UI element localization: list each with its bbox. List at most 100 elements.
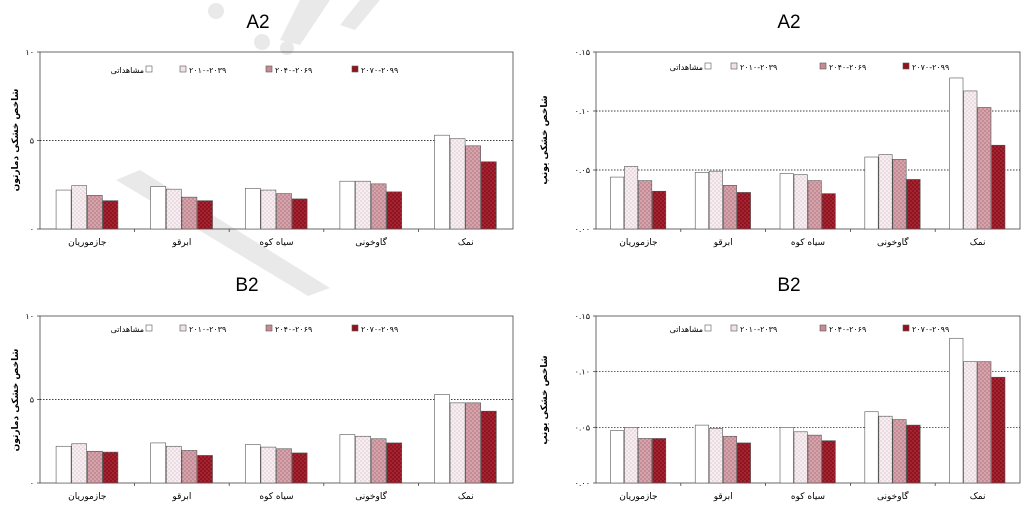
- bar-3-1: [87, 450, 103, 484]
- bar-2-4: [355, 180, 371, 230]
- bar-3-1: [638, 438, 653, 484]
- legend-swatch: [179, 65, 187, 73]
- bar-4-5: [481, 161, 497, 230]
- bar-4-2: [197, 455, 213, 484]
- bar-3-3: [807, 180, 822, 230]
- bar-1-2: [694, 424, 709, 484]
- legend-label: ۲۰۴۰-۲۰۶۹: [829, 325, 866, 334]
- x-tick-label: ابرقو: [171, 238, 191, 248]
- bar-1-1: [610, 430, 625, 484]
- bar-2-2: [165, 188, 182, 230]
- bar-1-2: [694, 172, 709, 230]
- bar-2-3: [260, 189, 277, 230]
- legend-swatch: [704, 324, 712, 332]
- bar-2-2: [708, 170, 723, 230]
- x-tick-label: سیاه کوه: [791, 492, 825, 502]
- bar-3-3: [276, 193, 292, 230]
- bar-2-1: [624, 427, 639, 484]
- x-tick-label: جازموریان: [68, 492, 106, 502]
- y-tick-label: ۱۰: [25, 48, 34, 57]
- legend-swatch: [902, 62, 910, 70]
- bar-1-1: [55, 189, 72, 230]
- y-tick-label: ۰.۰۰: [575, 479, 590, 488]
- y-axis-label: شاخص خشکی یونپ: [540, 355, 550, 444]
- x-tick-label: سیاه کوه: [259, 238, 293, 248]
- legend-label: مشاهداتی: [670, 325, 703, 334]
- bar-4-3: [291, 452, 308, 484]
- legend-swatch: [730, 324, 738, 332]
- bar-1-2: [150, 442, 166, 484]
- bar-1-3: [779, 427, 794, 484]
- y-axis-label: شاخص خشکی دمارتون: [11, 349, 21, 452]
- chart-title: B2: [235, 275, 258, 296]
- bar-4-1: [652, 438, 667, 484]
- bar-1-5: [949, 337, 964, 484]
- x-tick-label: نمک: [458, 492, 474, 502]
- bar-1-2: [150, 186, 166, 230]
- bar-3-3: [807, 434, 822, 484]
- bar-2-4: [355, 435, 371, 484]
- legend-label: ۲۰۱۰-۲۰۳۹: [740, 63, 777, 72]
- bar-4-5: [481, 410, 497, 484]
- bar-1-5: [434, 134, 450, 230]
- y-tick-label: ۰: [30, 479, 34, 488]
- x-tick-label: نمک: [458, 238, 474, 248]
- bar-1-4: [864, 411, 879, 484]
- legend-label: ۲۰۷۰-۲۰۹۹: [912, 63, 949, 72]
- legend-swatch: [265, 65, 273, 73]
- legend-label: ۲۰۴۰-۲۰۶۹: [829, 63, 866, 72]
- x-tick-label: سیاه کوه: [791, 238, 825, 248]
- bar-2-2: [708, 428, 723, 484]
- bar-3-5: [465, 402, 482, 484]
- bar-2-5: [963, 361, 978, 484]
- y-tick-label: ۰.۰۵: [575, 423, 590, 432]
- bar-3-2: [181, 450, 198, 484]
- bar-1-1: [610, 176, 625, 230]
- bar-2-3: [260, 446, 277, 484]
- x-tick-label: گاوخونی: [355, 490, 387, 502]
- bar-2-1: [624, 166, 639, 230]
- bar-1-5: [949, 77, 964, 230]
- bar-1-4: [339, 434, 356, 484]
- bar-2-5: [963, 90, 978, 230]
- bar-2-5: [449, 138, 466, 230]
- bar-3-4: [370, 438, 387, 484]
- chart-panel-1: A2 ۰ ۵ ۱۰ شاخص خشکی دمارتون جازموریان ابرقو سیا…: [11, 12, 514, 248]
- x-tick-label: گاوخونی: [877, 490, 909, 502]
- y-axis-label: شاخص خشکی دمارتون: [11, 89, 21, 192]
- legend-swatch: [145, 324, 153, 332]
- charts-root: A2 ۰ ۵ ۱۰ شاخص خشکی دمارتون جازموریان ابرقو سیا…: [11, 12, 1021, 502]
- legend-swatch: [819, 324, 827, 332]
- bar-1-3: [779, 173, 794, 230]
- x-tick-label: گاوخونی: [877, 236, 909, 248]
- chart-panel-4: B2 ۰.۰۰ ۰.۰۵ ۰.۱۰ ۰.۱۵ شاخص خشکی یونپ جازموریا…: [540, 275, 1021, 502]
- bar-4-3: [821, 440, 836, 484]
- legend-label: ۲۰۴۰-۲۰۶۹: [275, 325, 312, 334]
- chart-title: A2: [777, 12, 800, 33]
- bar-4-3: [291, 198, 308, 230]
- legend-swatch: [179, 324, 187, 332]
- bar-4-2: [736, 442, 751, 484]
- bar-1-3: [244, 187, 261, 230]
- bar-3-1: [638, 180, 653, 230]
- bar-4-3: [821, 193, 836, 230]
- legend-swatch: [351, 65, 359, 73]
- bar-3-4: [370, 183, 387, 230]
- bar-3-5: [977, 107, 992, 230]
- legend-swatch: [145, 65, 153, 73]
- legend-label: مشاهداتی: [111, 325, 144, 334]
- bar-2-3: [793, 174, 808, 230]
- bar-4-2: [736, 192, 751, 230]
- bar-4-2: [197, 200, 213, 230]
- y-axis-label: شاخص خشکی یونپ: [540, 95, 550, 184]
- x-tick-label: جازموریان: [68, 238, 106, 248]
- bar-1-3: [244, 444, 261, 484]
- legend-swatch: [351, 324, 359, 332]
- x-tick-label: جازموریان: [619, 238, 657, 248]
- x-tick-label: ابرقو: [713, 238, 733, 248]
- bar-3-2: [722, 435, 737, 484]
- y-tick-label: ۰.۰۵: [575, 166, 590, 175]
- chart-title: A2: [246, 12, 269, 33]
- bar-3-4: [892, 419, 907, 484]
- y-tick-label: ۵: [30, 396, 34, 405]
